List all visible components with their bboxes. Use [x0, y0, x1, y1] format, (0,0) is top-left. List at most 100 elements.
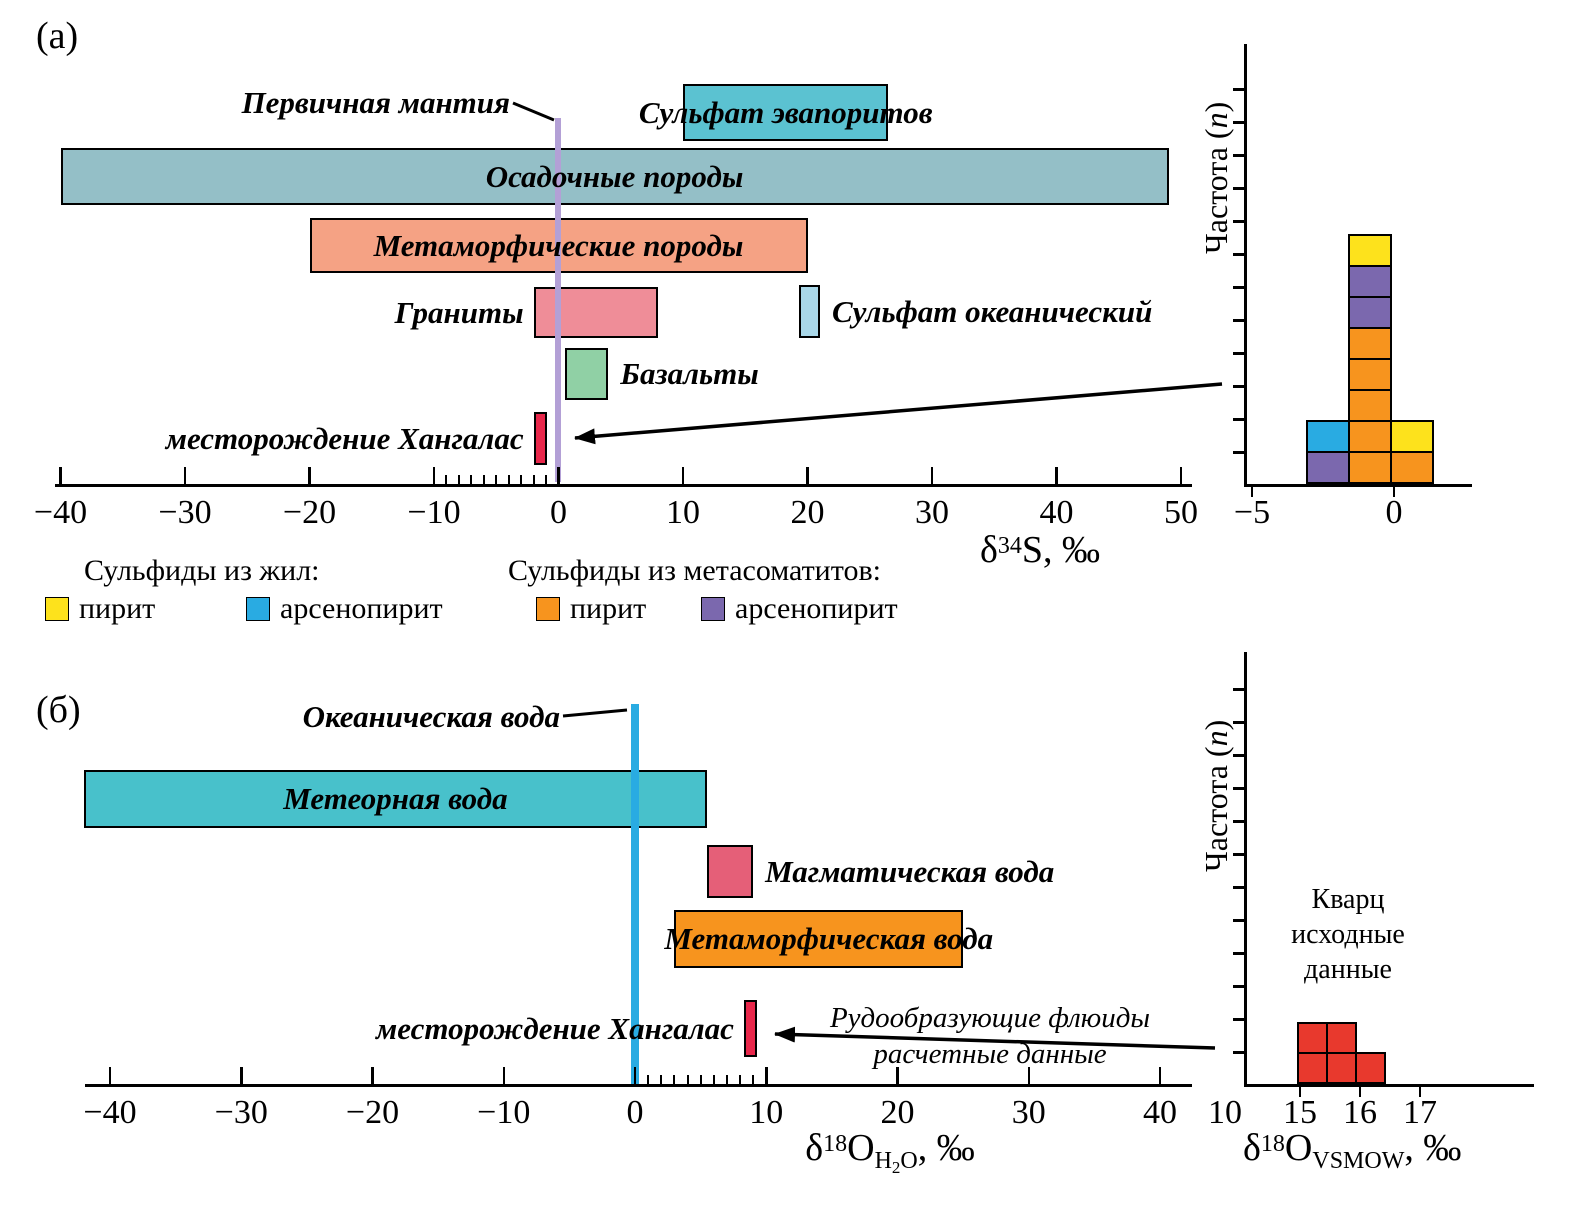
x-axis-b [85, 1084, 1192, 1087]
x-axis-a-tick-label: −10 [407, 494, 461, 531]
hist-a-x-tick-label: 0 [1385, 494, 1403, 531]
x-axis-b-tick-label: 30 [1011, 1094, 1046, 1131]
x-axis-b-tick-label: 20 [880, 1094, 915, 1131]
frequency-close: ) [1198, 719, 1234, 731]
hist-a-cell-arsenopyrite_metasomatite [1306, 451, 1350, 484]
x-axis-a-tick-label: 50 [1164, 494, 1198, 531]
hist-a-cell-pyrite_metasomatite [1348, 327, 1392, 360]
x-axis-a-tick [59, 467, 62, 484]
meteoric-label: Метеорная вода [283, 781, 508, 816]
x-axis-a-tick-label: 30 [915, 494, 949, 531]
x-axis-a-tick [557, 467, 560, 484]
metamorphic_water-label: Метаморфическая вода [664, 921, 994, 956]
legend-swatch-arsenopyrite_vein [246, 597, 270, 621]
hist-b-x-tick [1298, 1087, 1302, 1097]
permille: , ‰ [1404, 1127, 1462, 1169]
hist-b-cell-quartz [1326, 1022, 1357, 1054]
hist-a-x-tick [1392, 487, 1396, 497]
delta: δ [805, 1127, 824, 1169]
x-axis-label-a: δ34S, ‰ [950, 528, 1130, 572]
hist-a-y-tick [1233, 121, 1244, 124]
h2o-subscript: H2O [874, 1148, 918, 1177]
khangalas_b-bar [743, 1000, 757, 1057]
hist-b-cell-quartz [1297, 1052, 1328, 1084]
hist-a-cell-arsenopyrite_vein [1306, 420, 1350, 453]
basalts-label: Базальты [620, 356, 759, 391]
x-axis-b-tick-label: −40 [83, 1094, 137, 1131]
ocean-water-label: Океаническая вода [302, 699, 560, 734]
meteoric-bar [83, 770, 708, 828]
basalts-bar [564, 348, 609, 400]
quartz-title-line1: Кварц [1311, 884, 1385, 915]
x-axis-b-minor-tick [739, 1075, 741, 1084]
legend-metasomatites-title: Сульфиды из метасоматитов: [508, 554, 881, 587]
hist-b-x-tick-label: 16 [1343, 1094, 1377, 1131]
granites-bar [533, 287, 659, 338]
delta: δ [979, 529, 998, 571]
x-axis-b-minor-tick [686, 1075, 689, 1084]
hist-b-y-tick [1233, 886, 1244, 889]
legend-label-pyrite_vein: пирит [79, 592, 156, 625]
x-axis-a-minor-tick [445, 475, 448, 484]
mantle-label: Первичная мантия [241, 85, 510, 120]
permille: , ‰ [917, 1127, 975, 1169]
x-axis-label-b-hist: δ18OVSMOW, ‰ [1243, 1126, 1461, 1175]
khangalas-label: месторождение Хангалас [165, 421, 524, 456]
x-axis-a-minor-tick [545, 475, 548, 484]
element-o: O [1284, 1127, 1313, 1169]
hist-a-y-tick [1233, 451, 1244, 454]
oceanic_sulfate-label: Сульфат океанический [831, 294, 1153, 329]
metamorphic_water-bar [674, 910, 964, 968]
hist-b-y-axis [1244, 652, 1247, 1087]
hist-b-y-tick [1233, 1051, 1244, 1054]
element-s: S, ‰ [1021, 529, 1101, 571]
x-axis-b-tick [896, 1067, 899, 1084]
fluids-annotation-line2: расчетные данные [873, 1038, 1107, 1070]
hist-b-cell-quartz [1355, 1052, 1386, 1084]
hist-a-y-tick [1233, 220, 1244, 223]
hist-a-cell-pyrite_metasomatite [1390, 451, 1434, 484]
x-axis-a-minor-tick [482, 475, 485, 484]
frequency-text: Частота ( [1198, 746, 1234, 872]
hist-a-y-tick [1233, 286, 1244, 289]
x-axis-b-tick-label: −30 [214, 1094, 268, 1131]
fluids-to-deposit-arrow-b [774, 1026, 1216, 1050]
x-axis-b-minor-tick [725, 1075, 728, 1084]
x-axis-b-tick [240, 1067, 243, 1084]
x-axis-a-tick [806, 467, 809, 484]
isotope-34: 34 [997, 533, 1022, 559]
hist-b-y-tick [1233, 688, 1244, 691]
hist-b-y-tick [1233, 1018, 1244, 1021]
x-axis-a-tick-label: 40 [1039, 494, 1074, 531]
x-axis-a-minor-tick [495, 475, 498, 484]
hist-b-y-tick [1233, 721, 1244, 724]
x-axis-a-tick [308, 467, 311, 484]
x-axis-a-tick [1055, 467, 1058, 484]
magmatic-bar [707, 845, 754, 898]
hist-a-y-tick [1233, 154, 1244, 157]
sedimentary-label: Осадочные породы [485, 159, 744, 194]
x-axis-b-tick-label: 0 [626, 1094, 644, 1131]
x-axis-a-tick [183, 467, 187, 484]
x-axis-b-tick-label: −10 [477, 1094, 531, 1131]
hist-b-x-tick [1358, 1087, 1362, 1097]
x-axis-b-tick-label: −20 [345, 1094, 400, 1131]
x-axis-a-tick-label: −20 [282, 494, 337, 531]
x-axis-b-tick [1158, 1067, 1162, 1084]
hist-b-y-tick [1233, 952, 1244, 955]
x-axis-a-tick-label: 10 [666, 494, 700, 531]
x-axis-b-minor-tick [647, 1075, 650, 1084]
hist-b-x-tick-label: 17 [1403, 1094, 1437, 1131]
frequency-axis-label-b: Частота (n) [1198, 720, 1235, 872]
mantle-reference-line [555, 118, 561, 482]
hist-a-y-tick [1233, 187, 1244, 190]
x-axis-b-minor-tick [673, 1075, 676, 1084]
quartz-title-line3: данные [1304, 954, 1392, 985]
x-axis-b-tick [502, 1067, 505, 1084]
evaporite_sulfate-label: Сульфат эвапоритов [638, 95, 933, 130]
hist-a-y-axis [1244, 44, 1247, 487]
hist-a-y-tick [1233, 385, 1244, 388]
isotope-18: 18 [823, 1131, 848, 1157]
